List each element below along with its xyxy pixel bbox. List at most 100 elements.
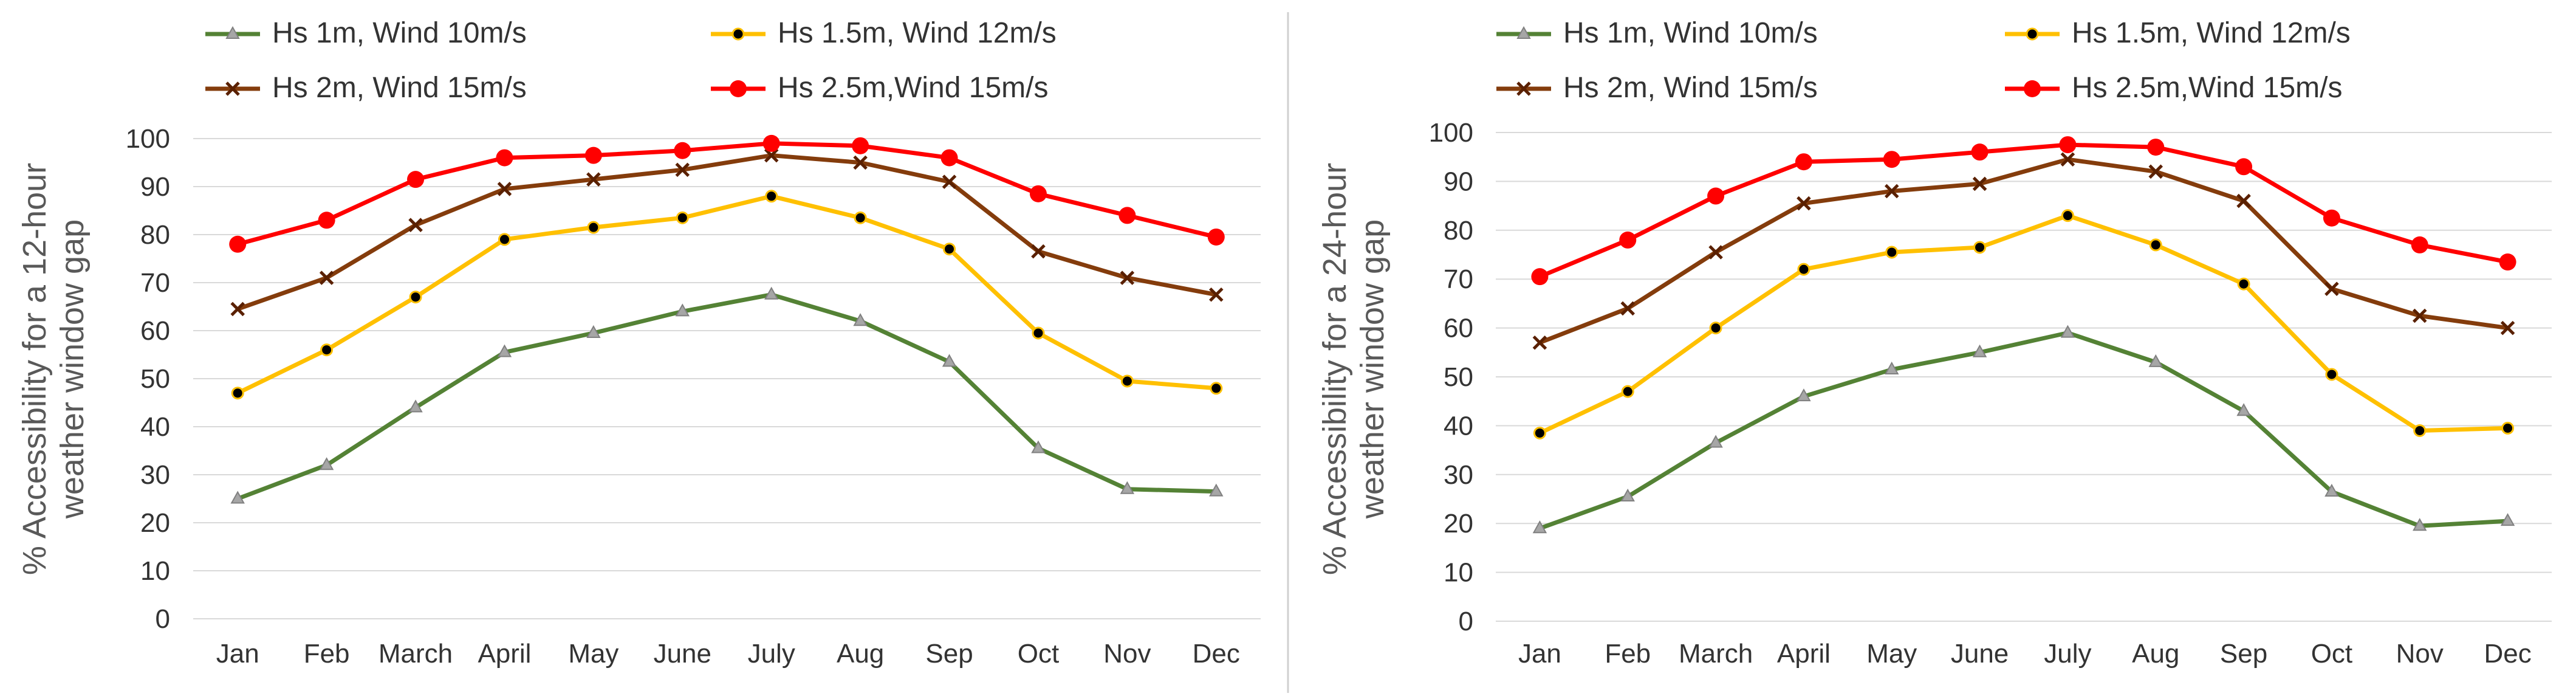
x-tick-label: Jan <box>1518 639 1561 669</box>
data-point <box>1532 335 1547 350</box>
legend-label: Hs 2.5m,Wind 15m/s <box>778 72 1048 104</box>
legend-label: Hs 1m, Wind 10m/s <box>1563 17 1818 49</box>
x-tick-label: July <box>748 639 795 669</box>
series-line <box>1538 213 2508 435</box>
series-hs-2-5m-wind-15m-s <box>229 134 1225 253</box>
x-tick-label: Feb <box>1605 639 1651 669</box>
data-point <box>587 221 600 234</box>
data-point <box>409 291 422 304</box>
y-axis-title-line-2: weather window gap <box>1354 219 1391 519</box>
data-point <box>943 243 956 256</box>
data-point <box>942 174 957 189</box>
x-tick-label: Dec <box>1193 639 1240 669</box>
y-tick-label: 0 <box>156 604 170 634</box>
data-point <box>1118 207 1136 224</box>
data-point <box>2501 421 2515 435</box>
data-point <box>1209 287 1224 302</box>
x-tick-label: Jan <box>216 639 259 669</box>
legend-label: Hs 2m, Wind 15m/s <box>272 72 527 104</box>
legend-marker <box>730 80 747 97</box>
data-point <box>674 142 691 159</box>
legend-item-hs-2-5m-wind-15m-s: Hs 2.5m,Wind 15m/s <box>2005 72 2342 104</box>
data-point <box>2325 368 2338 381</box>
data-point <box>853 313 868 326</box>
data-point <box>2236 403 2251 416</box>
data-point <box>1709 322 1722 335</box>
legend-marker <box>225 81 240 96</box>
data-point <box>2059 136 2077 154</box>
data-point <box>854 211 867 224</box>
y-axis-title-line-1: % Accessibility for a 12-hour <box>16 163 53 575</box>
data-point <box>675 303 690 317</box>
data-point <box>1029 185 1047 202</box>
series-hs-2m-wind-15m-s <box>230 148 1224 317</box>
series-hs-2-5m-wind-15m-s <box>1531 136 2516 286</box>
data-point <box>320 343 334 357</box>
data-point <box>1972 176 1987 191</box>
data-point <box>1531 268 1549 286</box>
legend-item-hs-1m-wind-10m-s: Hs 1m, Wind 10m/s <box>1496 17 1818 49</box>
y-tick-label: 20 <box>1444 509 1473 539</box>
y-tick-label: 20 <box>140 508 170 538</box>
data-point <box>1031 440 1046 453</box>
data-point <box>2500 513 2515 526</box>
series-hs-1m-wind-10m-s <box>1532 325 2515 534</box>
legend-item-hs-1m-wind-10m-s: Hs 1m, Wind 10m/s <box>205 17 527 49</box>
data-point <box>2411 236 2428 253</box>
x-tick-label: Oct <box>2311 639 2352 669</box>
data-point <box>1532 520 1547 534</box>
y-axis-title-line-2: weather window gap <box>54 219 91 519</box>
y-tick-label: 40 <box>140 412 170 442</box>
data-point <box>942 354 957 367</box>
data-point <box>319 457 334 470</box>
x-tick-label: Nov <box>2396 639 2444 669</box>
legend-item-hs-2-5m-wind-15m-s: Hs 2.5m,Wind 15m/s <box>711 72 1048 104</box>
data-point <box>230 301 245 317</box>
data-point <box>2149 238 2162 252</box>
chart-panel-24-hour: % Accessibility for a 24-hour weather wi… <box>1317 17 2552 669</box>
data-point <box>2324 281 2339 297</box>
data-point <box>496 149 513 167</box>
y-tick-label: 70 <box>1444 264 1473 294</box>
legend-item-hs-1-5m-wind-12m-s: Hs 1.5m, Wind 12m/s <box>2005 17 2351 49</box>
data-point <box>2236 193 2251 208</box>
data-point <box>1795 153 1812 171</box>
data-point <box>498 233 511 246</box>
x-tick-label: July <box>2044 639 2091 669</box>
legend-label: Hs 2.5m,Wind 15m/s <box>2072 72 2342 104</box>
data-point <box>1120 270 1135 285</box>
data-point <box>2413 424 2427 437</box>
legend-marker <box>225 26 240 39</box>
x-tick-label: April <box>1777 639 1831 669</box>
y-tick-label: 0 <box>1459 607 1473 636</box>
legend-marker <box>1516 26 1531 39</box>
data-point <box>1031 244 1046 259</box>
data-point <box>1885 246 1899 259</box>
data-point <box>1885 361 1899 374</box>
y-tick-label: 90 <box>1444 167 1473 196</box>
data-point <box>940 149 958 167</box>
legend-marker <box>1516 81 1531 96</box>
legend-label: Hs 1.5m, Wind 12m/s <box>778 17 1057 49</box>
y-tick-label: 90 <box>140 172 170 202</box>
legend-label: Hs 1.5m, Wind 12m/s <box>2072 17 2351 49</box>
data-point <box>1032 326 1045 340</box>
data-point <box>764 148 779 163</box>
y-tick-label: 60 <box>1444 314 1473 343</box>
y-tick-label: 80 <box>1444 216 1473 246</box>
data-point <box>1533 426 1546 439</box>
data-point <box>2147 139 2165 156</box>
legend-item-hs-2m-wind-15m-s: Hs 2m, Wind 15m/s <box>205 72 527 104</box>
data-point <box>586 325 601 338</box>
y-tick-label: 50 <box>1444 362 1473 392</box>
x-tick-label: Sep <box>925 639 973 669</box>
y-tick-label: 100 <box>126 124 170 154</box>
data-point <box>2237 277 2250 291</box>
data-point <box>318 212 335 229</box>
x-tick-label: June <box>654 639 711 669</box>
x-tick-label: May <box>1866 639 1917 669</box>
data-point <box>853 155 868 170</box>
series-hs-2m-wind-15m-s <box>1532 152 2515 350</box>
data-point <box>1797 196 1811 211</box>
